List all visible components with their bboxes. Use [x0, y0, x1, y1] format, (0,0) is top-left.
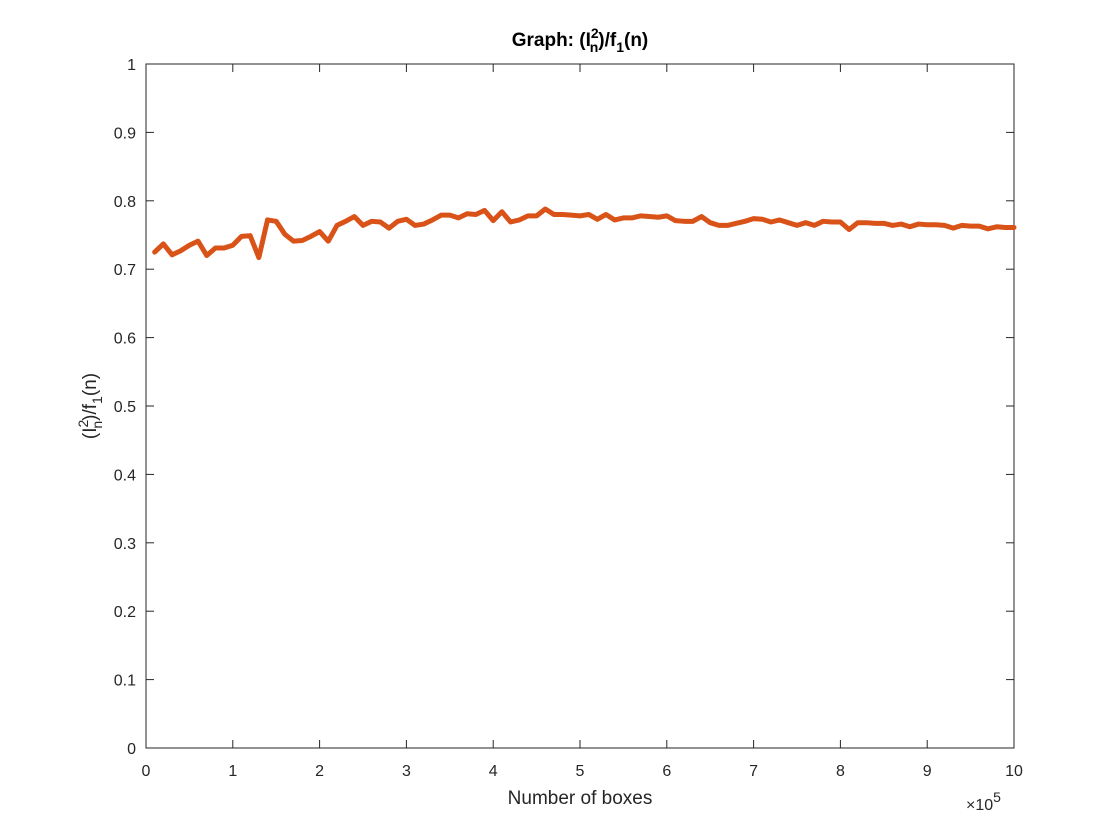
x-tick-label: 0 — [142, 763, 151, 780]
x-axis-label: Number of boxes — [508, 788, 653, 809]
x-tick-label: 10 — [1005, 763, 1023, 780]
series-layer — [152, 206, 1017, 261]
x-tick-label: 2 — [315, 763, 324, 780]
x-axis: 0 1 2 3 4 5 6 7 8 9 10 — [142, 64, 1023, 780]
y-tick-label: 0.6 — [114, 331, 136, 348]
y-tick-label: 0.3 — [114, 536, 136, 553]
x-tick-label: 8 — [836, 763, 845, 780]
y-tick-label: 0.8 — [114, 194, 136, 211]
y-tick-label: 0.2 — [114, 604, 136, 621]
y-axis: 0 0.1 0.2 0.3 0.4 0.5 0.6 0.7 0.8 0.9 1 — [114, 57, 1014, 758]
chart-title: Graph: (I2 n)/f1(n) — [512, 25, 649, 55]
x-tick-label: 6 — [662, 763, 671, 780]
chart-title-text: Graph: (I2 n)/f1(n) — [512, 25, 649, 55]
x-tick-label: 3 — [402, 763, 411, 780]
series-line — [152, 206, 1017, 261]
x-tick-label: 9 — [923, 763, 932, 780]
y-axis-label: (I2n)/f1(n) — [75, 373, 105, 439]
y-tick-label: 0.7 — [114, 262, 136, 279]
x-axis-exponent: ×105 — [966, 789, 1001, 814]
y-tick-label: 1 — [127, 57, 136, 74]
y-tick-label: 0.4 — [114, 467, 136, 484]
y-tick-label: 0 — [127, 741, 136, 758]
y-tick-label: 0.5 — [114, 399, 136, 416]
plot-area — [145, 63, 1015, 749]
y-tick-label: 0.9 — [114, 125, 136, 142]
y-tick-label: 0.1 — [114, 673, 136, 690]
x-tick-label: 1 — [228, 763, 237, 780]
x-tick-label: 5 — [576, 763, 585, 780]
x-tick-label: 7 — [749, 763, 758, 780]
x-tick-label: 4 — [489, 763, 498, 780]
